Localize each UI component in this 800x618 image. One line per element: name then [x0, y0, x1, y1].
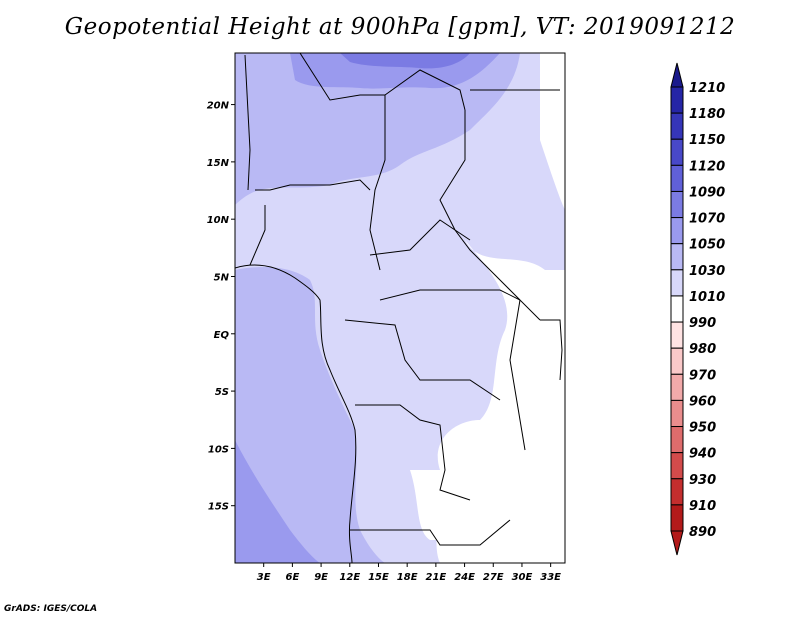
y-tick-label: 15N — [207, 158, 230, 169]
x-tick-label: 3E — [257, 572, 271, 583]
colorbar-segment — [670, 138, 684, 166]
colorbar: 1210 1180 1150 1120 1090 1070 1050 1030 1010 990 9… — [670, 62, 725, 556]
chart-title: Geopotential Height at 900hPa [gpm], VT:… — [64, 14, 736, 40]
colorbar-segment — [670, 373, 684, 401]
colorbar-label: 960 — [689, 394, 716, 409]
x-tick-label: 24E — [454, 572, 475, 583]
colorbar-segment — [670, 112, 684, 140]
colorbar-label: 1010 — [689, 290, 725, 305]
colorbar-segment — [670, 269, 684, 297]
x-tick-label: 6E — [285, 572, 299, 583]
colorbar-extend-top — [670, 62, 684, 88]
colorbar-segment — [670, 164, 684, 192]
colorbar-label: 910 — [689, 499, 716, 514]
colorbar-segment — [670, 478, 684, 506]
y-tick-label: EQ — [214, 330, 230, 341]
band-990-1010-southeast — [436, 240, 565, 563]
colorbar-label: 1150 — [689, 133, 725, 148]
x-tick-label: 18E — [397, 572, 418, 583]
band-990-1010-northeast — [540, 53, 565, 210]
x-tick-label: 15E — [368, 572, 389, 583]
map-frame — [234, 52, 566, 564]
colorbar-segment — [670, 321, 684, 349]
band-1030-1050-west — [235, 267, 385, 563]
y-tick-label: 5N — [214, 272, 230, 283]
x-tick-label: 30E — [512, 572, 533, 583]
colorbar-segment — [670, 452, 684, 480]
colorbar-label: 1120 — [689, 159, 725, 174]
colorbar-label: 1210 — [689, 81, 725, 96]
band-1050-1070-southwest — [235, 440, 320, 563]
colorbar-label: 1180 — [689, 107, 725, 122]
y-axis: 20N 15N 10N 5N EQ 5S 10S 15S — [207, 101, 235, 513]
colorbar-segment — [670, 426, 684, 454]
band-1030-1050-north — [235, 53, 520, 205]
colorbar-segment — [670, 347, 684, 375]
colorbar-label: 1070 — [689, 212, 725, 227]
colorbar-label: 1050 — [689, 238, 725, 253]
colorbar-segment — [670, 217, 684, 245]
x-tick-label: 12E — [339, 572, 360, 583]
x-tick-label: 9E — [314, 572, 328, 583]
colorbar-label: 950 — [689, 421, 716, 436]
colorbar-label: 930 — [689, 473, 716, 488]
colorbar-label: 980 — [689, 342, 716, 357]
colorbar-extend-bottom — [670, 530, 684, 556]
colorbar-segment — [670, 295, 684, 323]
colorbar-segment — [670, 243, 684, 271]
credit-label: GrADS: IGES/COLA — [4, 604, 98, 614]
colorbar-segment — [670, 504, 684, 532]
y-tick-label: 10N — [207, 215, 230, 226]
colorbar-label: 940 — [689, 447, 716, 462]
y-tick-label: 10S — [208, 444, 229, 455]
colorbar-label: 990 — [689, 316, 716, 331]
colorbar-label: 890 — [689, 525, 716, 540]
colorbar-segment — [670, 86, 684, 114]
x-tick-label: 21E — [425, 572, 446, 583]
y-tick-label: 15S — [208, 502, 229, 513]
y-tick-label: 20N — [207, 101, 230, 112]
borders — [235, 53, 563, 563]
band-1070-1090-north — [340, 53, 470, 69]
colorbar-segment — [670, 190, 684, 219]
map-area — [235, 53, 565, 563]
x-tick-label: 33E — [540, 572, 561, 583]
colorbar-label: 970 — [689, 368, 716, 383]
colorbar-segment — [670, 399, 684, 428]
x-axis: 3E 6E 9E 12E 15E 18E 21E 24E 27E 30E 33E — [257, 563, 561, 583]
colorbar-label: 1090 — [689, 185, 725, 200]
y-tick-label: 5S — [215, 387, 229, 398]
colorbar-label: 1030 — [689, 264, 725, 279]
band-990-1010-south — [410, 470, 445, 540]
x-tick-label: 27E — [483, 572, 504, 583]
